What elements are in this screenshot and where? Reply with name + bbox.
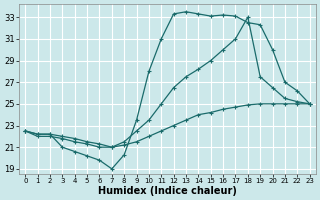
X-axis label: Humidex (Indice chaleur): Humidex (Indice chaleur) xyxy=(98,186,237,196)
